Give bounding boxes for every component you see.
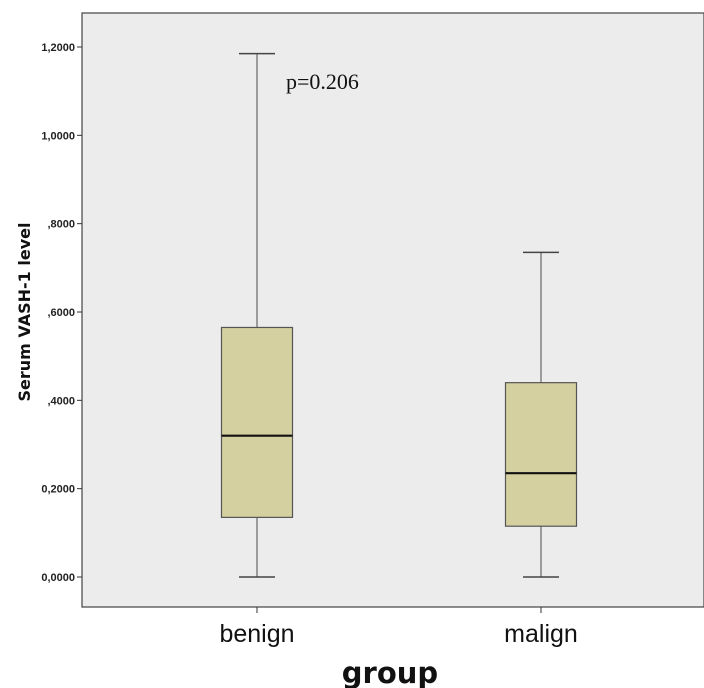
- x-category-label: benign: [219, 620, 294, 648]
- p-value-annotation: p=0.206: [286, 69, 359, 94]
- x-axis-title: group: [342, 656, 438, 688]
- box-malign: [504, 251, 578, 578]
- box-series: [220, 52, 578, 578]
- box-benign: [220, 52, 294, 578]
- y-axis-title: Serum VASH-1 level: [15, 223, 34, 402]
- y-tick-label: 0,2000: [41, 484, 75, 496]
- y-tick-label: 1,0000: [41, 130, 75, 142]
- x-axis: benign malign: [219, 607, 578, 648]
- iqr-box: [220, 326, 294, 518]
- y-tick-label: ,4000: [47, 395, 75, 407]
- plot-area: [81, 12, 704, 608]
- x-category-label: malign: [504, 620, 578, 648]
- y-tick-label: ,8000: [47, 219, 75, 231]
- y-tick-label: 0,0000: [41, 572, 75, 584]
- iqr-box: [504, 382, 578, 527]
- y-tick-label: 1,2000: [41, 42, 75, 54]
- y-tick-label: ,6000: [47, 307, 75, 319]
- y-axis: 0,0000 0,2000 ,4000 ,6000 ,8000 1,0000 1,2000: [41, 42, 82, 584]
